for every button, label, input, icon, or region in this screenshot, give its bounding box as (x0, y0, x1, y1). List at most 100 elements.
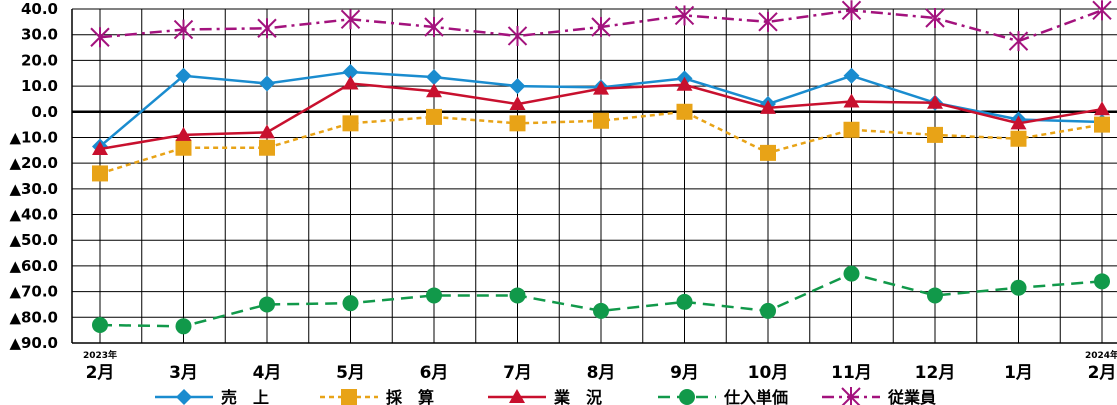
legend-label: 業 況 (553, 388, 602, 405)
legend-label: 仕入単価 (723, 388, 788, 405)
x-tick-label: 10月 (748, 363, 789, 383)
data-point (843, 67, 860, 84)
data-point (426, 108, 442, 125)
legend-item: 採 算 (320, 388, 434, 405)
data-point (843, 265, 860, 282)
y-tick-label: ▲50.0 (9, 231, 58, 249)
legend-marker (176, 389, 192, 405)
x-tick-label: 2月 (1088, 363, 1117, 383)
data-point (593, 302, 609, 319)
data-point (1010, 115, 1027, 130)
x-axis-ticks: 2月 2023年 3月 4月 5月 6月 7月 8月 9月 10月 11月 12月 1月 2月 2024年 (83, 349, 1117, 383)
x-tick-label: 2月 (86, 363, 115, 383)
legend-item: 従業員 (822, 387, 936, 405)
y-tick-label: ▲60.0 (9, 257, 58, 275)
y-tick-label: 30.0 (21, 26, 58, 44)
data-point (676, 76, 693, 91)
y-tick-label: ▲20.0 (9, 154, 58, 172)
data-point (1010, 130, 1027, 147)
legend-marker (841, 387, 861, 405)
x-tick-label: 11月 (831, 363, 872, 383)
legend-marker (341, 389, 357, 405)
data-point (509, 78, 526, 95)
legend-marker (679, 389, 695, 405)
data-point (843, 121, 860, 138)
data-point (760, 302, 776, 319)
data-point (509, 115, 526, 132)
y-tick-label: ▲30.0 (9, 180, 58, 198)
data-point (509, 287, 526, 304)
data-point (342, 115, 359, 132)
data-point (426, 287, 442, 304)
data-point (1094, 273, 1110, 290)
data-point (426, 83, 442, 98)
legend-marker (509, 389, 525, 403)
y-tick-label: ▲10.0 (9, 128, 58, 146)
series-5 (90, 0, 1112, 52)
data-point (676, 293, 693, 310)
series-group (90, 0, 1112, 335)
data-point (927, 287, 943, 304)
data-point (340, 9, 361, 30)
data-point (758, 11, 778, 32)
data-point (90, 27, 110, 48)
data-point (1010, 279, 1027, 296)
legend-label: 従業員 (887, 388, 936, 405)
data-point (1094, 101, 1110, 116)
y-tick-label: ▲40.0 (9, 206, 58, 224)
x-year-label: 2024年 (1085, 349, 1117, 361)
y-tick-label: 40.0 (21, 0, 58, 18)
data-point (342, 75, 359, 90)
data-point (426, 69, 442, 86)
y-tick-label: ▲80.0 (9, 308, 58, 326)
data-point (92, 317, 108, 334)
data-point (591, 16, 611, 37)
data-point (843, 93, 860, 108)
data-point (841, 0, 862, 21)
data-point (259, 75, 275, 92)
legend-item: 仕入単価 (658, 388, 788, 405)
legend-item: 売 上 (155, 388, 269, 405)
y-axis-ticks: 40.0 30.0 20.0 10.0 0.0 ▲10.0 ▲20.0 ▲30.0 ▲40.0 ▲… (9, 0, 58, 352)
data-point (342, 63, 359, 80)
data-point (927, 126, 943, 143)
x-tick-label: 7月 (503, 363, 532, 383)
data-point (259, 296, 275, 313)
data-point (593, 80, 609, 95)
y-tick-label: ▲70.0 (9, 283, 58, 301)
data-point (927, 94, 943, 109)
series-2 (92, 103, 1110, 182)
legend-item: 業 況 (488, 388, 602, 405)
y-tick-label: 20.0 (21, 51, 58, 69)
x-tick-label: 6月 (420, 363, 449, 383)
data-point (1008, 31, 1029, 52)
legend-label: 売 上 (221, 388, 269, 405)
x-tick-label: 12月 (915, 363, 956, 383)
data-point (175, 318, 192, 335)
data-point (259, 139, 275, 156)
x-tick-label: 3月 (169, 363, 198, 383)
legend: 売 上 採 算 業 況 仕入単価 従業員 (155, 387, 936, 405)
data-point (760, 144, 776, 161)
data-point (925, 7, 945, 28)
data-point (175, 126, 192, 141)
y-tick-label: ▲90.0 (9, 334, 58, 352)
data-point (509, 96, 526, 111)
x-tick-label: 9月 (670, 363, 699, 383)
axes (71, 9, 1117, 344)
data-point (92, 141, 108, 156)
data-point (424, 16, 444, 37)
data-point (92, 165, 108, 182)
data-point (674, 5, 695, 26)
x-tick-label: 4月 (253, 363, 282, 383)
series-3 (92, 75, 1110, 156)
x-tick-label: 1月 (1004, 363, 1033, 383)
data-point (173, 19, 194, 40)
y-tick-label: 10.0 (21, 77, 58, 95)
data-point (593, 112, 609, 129)
data-point (760, 99, 776, 114)
data-point (342, 295, 359, 312)
data-point (259, 124, 275, 139)
series-4 (92, 265, 1110, 335)
